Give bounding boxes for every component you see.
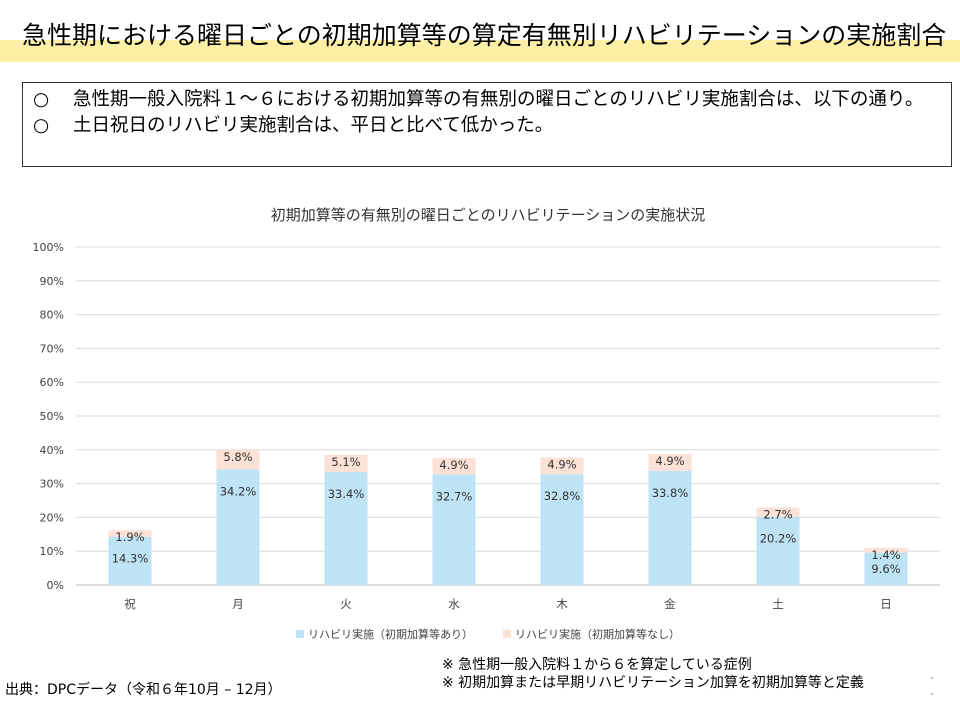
title-bar: 急性期における曜日ごとの初期加算等の算定有無別リハビリテーションの実施割合 (0, 0, 960, 64)
y-tick-label: 60% (40, 376, 64, 389)
legend-swatch (296, 630, 304, 638)
bar-segment (432, 457, 476, 475)
bar-segment (648, 454, 692, 471)
data-label: 2.7% (763, 508, 792, 522)
bar-segment (756, 507, 800, 517)
bar-segment (756, 516, 800, 585)
bar-segment (432, 474, 476, 585)
x-tick-label: 金 (664, 597, 676, 611)
x-tick-label: 火 (340, 597, 352, 611)
x-tick-label: 祝 (124, 597, 136, 611)
data-label: 9.6% (871, 562, 900, 576)
summary-box: ○ 急性期一般入院料１～６における初期加算等の有無別の曜日ごとのリハビリ実施割合… (22, 82, 952, 167)
x-tick-label: 日 (880, 597, 892, 611)
bar-segment (324, 454, 368, 473)
bullet-circle-icon: ○ (33, 89, 50, 110)
title-highlight-band (0, 40, 960, 62)
data-label: 5.8% (223, 450, 252, 464)
chart-legend: リハビリ実施（初期加算等あり） リハビリ実施（初期加算等なし） (296, 627, 680, 641)
data-label: 5.1% (331, 455, 360, 469)
y-tick-label: 20% (40, 511, 64, 524)
data-label: 33.4% (328, 487, 365, 501)
legend-label: リハビリ実施（初期加算等なし） (515, 627, 680, 641)
chart-title: 初期加算等の有無別の曜日ごとのリハビリテーションの実施状況 (271, 206, 706, 224)
y-tick-label: 80% (40, 309, 64, 322)
legend-label: リハビリ実施（初期加算等あり） (308, 627, 473, 641)
y-tick-label: 40% (40, 444, 64, 457)
x-tick-label: 月 (232, 597, 244, 611)
decorative-dot (931, 693, 933, 695)
source-note: 出典：DPCデータ（令和６年10月 – 12月） (5, 682, 282, 698)
y-tick-label: 90% (40, 275, 64, 288)
bar-segment (540, 457, 584, 475)
legend-swatch (503, 630, 511, 638)
chart-x-axis: 祝月火水木金土日 (124, 597, 892, 611)
y-tick-label: 100% (33, 241, 64, 254)
y-tick-label: 70% (40, 342, 64, 355)
data-label: 4.9% (439, 458, 468, 472)
page-title: 急性期における曜日ごとの初期加算等の算定有無別リハビリテーションの実施割合 (22, 21, 947, 50)
chart-bars: 14.3% 1.9% 34.2% 5.8% 33.4% 5.1% 32.7% 4.9% 32.8… (108, 449, 908, 585)
summary-text: 急性期一般入院料１～６における初期加算等の有無別の曜日ごとのリハビリ実施割合は、… (73, 89, 924, 110)
stacked-bar-chart: 初期加算等の有無別の曜日ごとのリハビリテーションの実施状況 0% 10% 20% 30… (33, 206, 940, 641)
bar-segment (864, 547, 908, 553)
bar-segment (324, 472, 368, 585)
bar-segment (108, 530, 152, 537)
data-label: 20.2% (760, 532, 797, 546)
x-tick-label: 水 (448, 597, 460, 611)
data-label: 32.8% (544, 489, 581, 503)
chart-gridlines (76, 246, 940, 586)
summary-item: ○ 土日祝日のリハビリ実施割合は、平日と比べて低かった。 (33, 113, 943, 139)
bar-segment (540, 474, 584, 585)
bar-segment (216, 469, 260, 585)
data-label: 14.3% (112, 552, 149, 566)
bullet-circle-icon: ○ (33, 115, 50, 136)
bar-segment (216, 449, 260, 470)
decorative-dot (931, 677, 933, 679)
data-label: 1.9% (115, 530, 144, 544)
data-label: 33.8% (652, 486, 689, 500)
summary-item: ○ 急性期一般入院料１～６における初期加算等の有無別の曜日ごとのリハビリ実施割合… (33, 87, 943, 113)
footnote-2: ※ 初期加算または早期リハビリテーション加算を初期加算等と定義 (442, 675, 864, 691)
x-tick-label: 木 (556, 597, 568, 611)
data-label: 4.9% (655, 454, 684, 468)
footnote-1: ※ 急性期一般入院料１から６を算定している症例 (442, 657, 752, 673)
x-tick-label: 土 (772, 597, 784, 611)
data-label: 4.9% (547, 458, 576, 472)
data-label: 1.4% (871, 548, 900, 562)
chart-y-axis: 0% 10% 20% 30% 40% 50% 60% 70% 80% 90% 100% (33, 241, 64, 592)
y-tick-label: 50% (40, 410, 64, 423)
bar-segment (864, 552, 908, 585)
data-label: 34.2% (220, 484, 257, 498)
bar-segment (648, 470, 692, 585)
summary-text: 土日祝日のリハビリ実施割合は、平日と比べて低かった。 (73, 115, 554, 136)
y-tick-label: 0% (47, 579, 64, 592)
bar-segment (108, 536, 152, 585)
y-tick-label: 30% (40, 478, 64, 491)
data-label: 32.7% (436, 489, 473, 503)
y-tick-label: 10% (40, 545, 64, 558)
